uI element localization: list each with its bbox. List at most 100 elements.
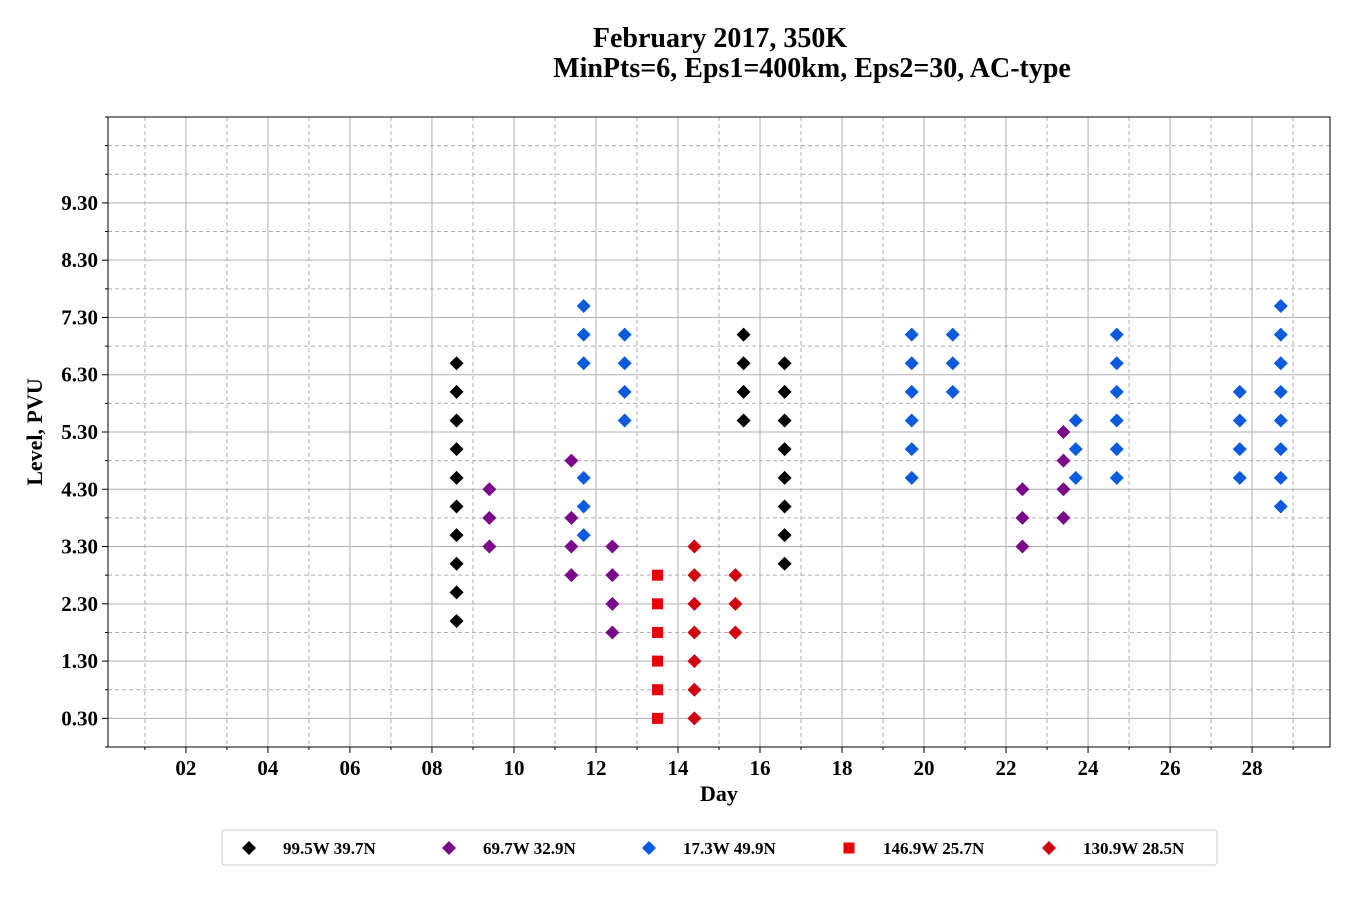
data-point — [904, 356, 919, 371]
data-point — [728, 625, 743, 640]
data-point — [904, 413, 919, 428]
chart-subtitle: MinPts=6, Eps1=400km, Eps2=30, AC-type — [553, 53, 1071, 84]
data-point — [777, 499, 792, 514]
data-point — [449, 384, 464, 399]
x-tick-label: 08 — [421, 756, 442, 780]
legend-label: 17.3W 49.9N — [683, 839, 776, 858]
data-point — [904, 442, 919, 457]
legend: 99.5W 39.7N 69.7W 32.9N 17.3W 49.9N 146.9W … — [221, 829, 1218, 866]
data-point — [449, 614, 464, 628]
data-point — [449, 356, 464, 371]
data-point — [564, 453, 579, 468]
data-point — [736, 327, 751, 342]
legend-marker — [242, 841, 256, 855]
data-point — [449, 499, 464, 514]
data-point — [617, 356, 632, 371]
y-tick-label: 6.30 — [61, 363, 98, 387]
x-tick-label: 26 — [1160, 756, 1181, 780]
data-point — [449, 442, 464, 457]
data-point — [1232, 413, 1247, 428]
data-point — [728, 596, 743, 611]
y-tick-label: 7.30 — [61, 305, 98, 329]
data-point — [651, 569, 663, 581]
data-point — [564, 539, 579, 554]
x-tick-label: 06 — [339, 756, 360, 780]
data-point — [576, 327, 591, 342]
data-point — [777, 384, 792, 399]
y-tick-label: 4.30 — [61, 477, 98, 501]
data-point — [687, 539, 702, 554]
data-point — [564, 568, 579, 583]
data-point — [777, 556, 792, 571]
legend-label: 69.7W 32.9N — [483, 839, 576, 858]
data-point — [1056, 453, 1071, 468]
data-point — [1109, 442, 1124, 457]
x-tick-label: 14 — [667, 756, 689, 780]
data-point — [687, 568, 702, 583]
data-point — [576, 499, 591, 514]
data-point — [617, 413, 632, 428]
data-point — [1232, 442, 1247, 457]
grid — [108, 116, 1330, 748]
data-point — [449, 556, 464, 571]
data-point — [945, 384, 960, 399]
y-tick-label: 5.30 — [61, 420, 98, 444]
x-tick-label: 02 — [175, 756, 196, 780]
data-point — [736, 384, 751, 399]
legend-marker — [843, 842, 855, 854]
data-point — [482, 482, 497, 497]
data-point — [777, 528, 792, 543]
x-tick-label: 10 — [503, 756, 524, 780]
data-point — [651, 712, 663, 724]
data-point — [1015, 539, 1030, 554]
data-point — [1232, 384, 1247, 399]
data-point — [904, 470, 919, 485]
data-point — [904, 327, 919, 342]
x-tick-label: 12 — [585, 756, 606, 780]
axis-ticks: 02 04 06 08 10 12 14 16 18 20 22 24 26 28 0.30 1.30 2.30… — [61, 116, 1294, 780]
data-point — [736, 356, 751, 371]
data-point — [1273, 499, 1288, 514]
data-point — [617, 327, 632, 342]
x-tick-label: 28 — [1242, 756, 1263, 780]
data-point — [605, 596, 620, 611]
legend-marker — [442, 841, 456, 855]
data-point — [1273, 470, 1288, 485]
data-point — [777, 470, 792, 485]
data-point — [736, 413, 751, 428]
x-axis-label: Day — [700, 781, 738, 806]
data-point — [1273, 356, 1288, 371]
data-point — [1015, 510, 1030, 525]
data-point — [687, 596, 702, 611]
data-point — [449, 413, 464, 428]
legend-items: 99.5W 39.7N 69.7W 32.9N 17.3W 49.9N 146.9W … — [242, 839, 1185, 858]
data-point — [1273, 327, 1288, 342]
x-tick-label: 22 — [996, 756, 1017, 780]
data-point — [1056, 425, 1071, 439]
data-point — [1109, 327, 1124, 342]
legend-label: 99.5W 39.7N — [283, 839, 376, 858]
x-tick-label: 04 — [257, 756, 279, 780]
x-tick-label: 20 — [914, 756, 935, 780]
y-axis-label: Level, PVU — [22, 378, 47, 486]
series-0 — [449, 327, 792, 628]
data-point — [449, 585, 464, 600]
data-point — [1068, 413, 1083, 428]
data-point — [651, 684, 663, 696]
data-point — [687, 682, 702, 697]
data-point — [1273, 413, 1288, 428]
data-point — [1109, 384, 1124, 399]
data-point — [576, 528, 591, 543]
data-point — [1109, 356, 1124, 371]
data-point — [617, 384, 632, 399]
data-point — [687, 654, 702, 669]
data-point — [1273, 442, 1288, 457]
data-point — [687, 625, 702, 640]
series-4 — [687, 539, 743, 726]
y-tick-label: 2.30 — [61, 592, 98, 616]
data-point — [728, 568, 743, 583]
series-3 — [651, 569, 663, 724]
data-point — [482, 510, 497, 525]
data-point — [687, 711, 702, 726]
